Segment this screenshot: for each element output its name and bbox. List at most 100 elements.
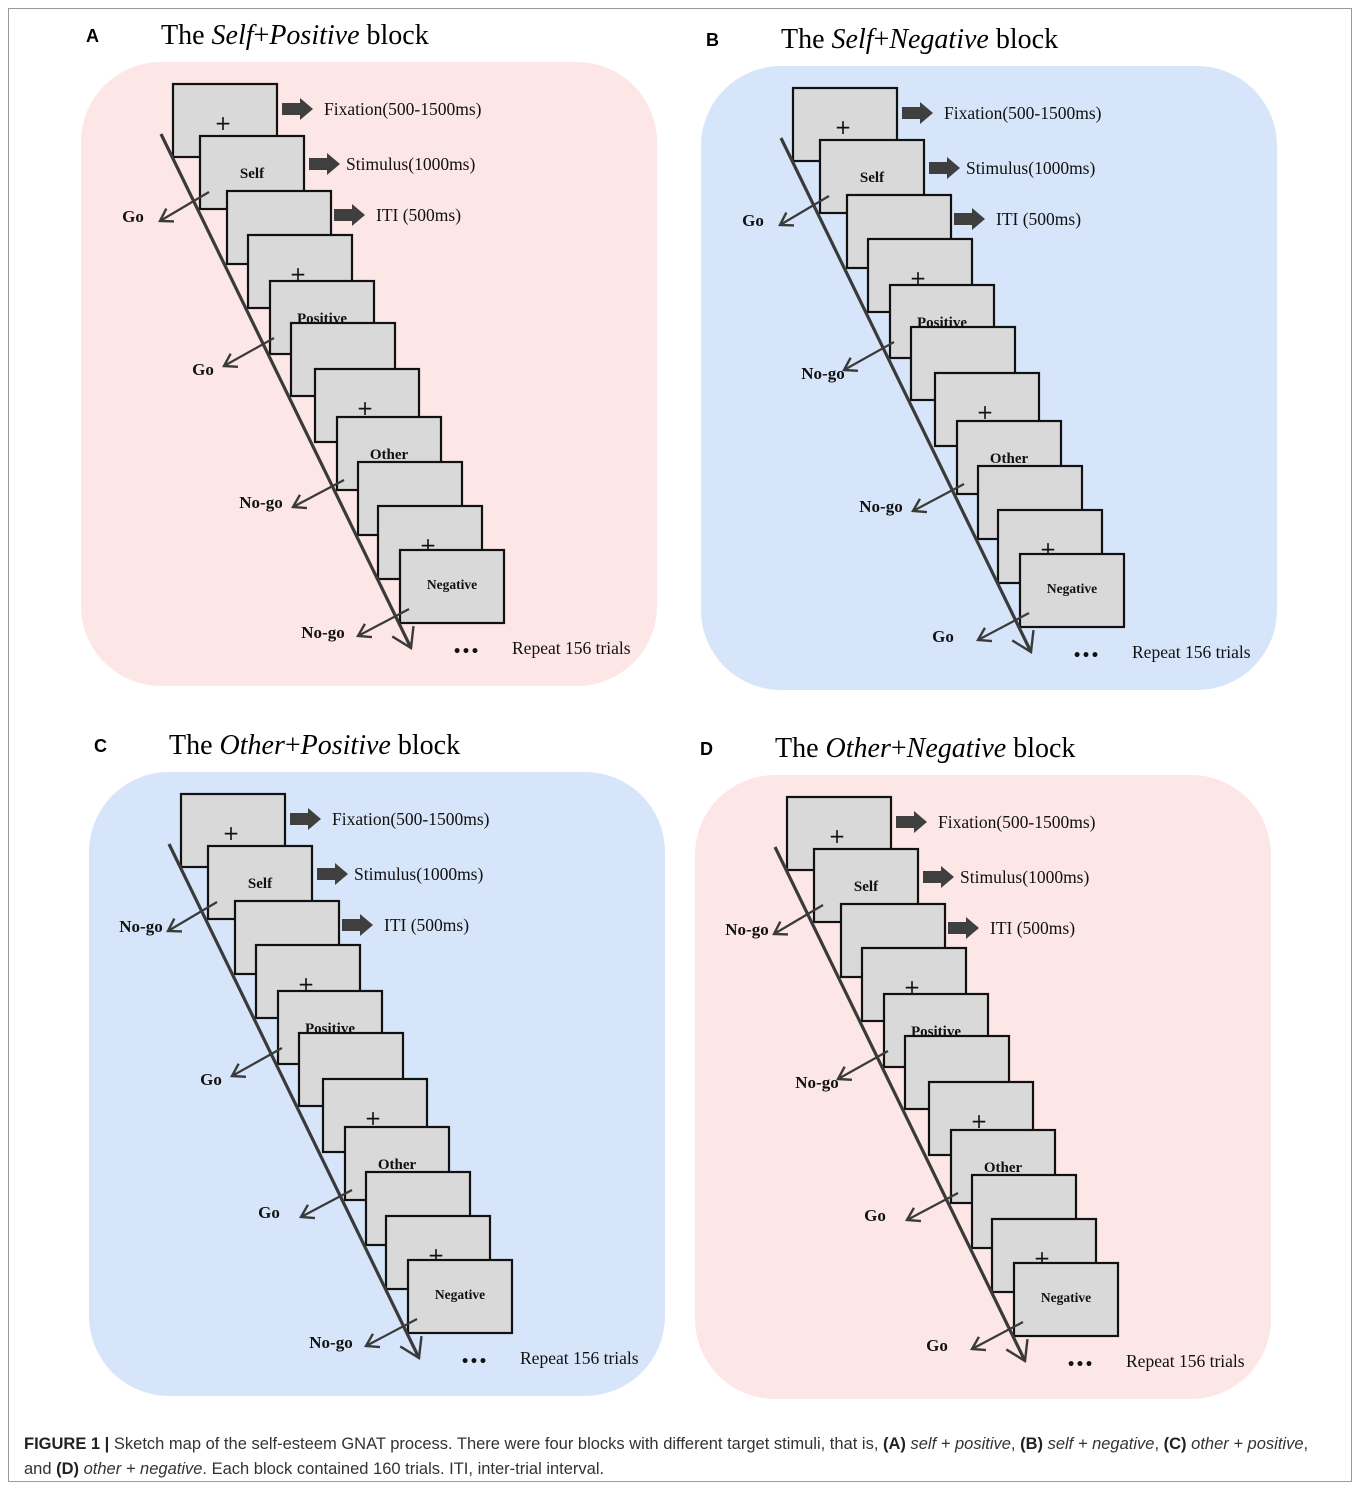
screen-symbol-fixation: + bbox=[357, 396, 374, 420]
repeat-trials-label: Repeat 156 trials bbox=[1126, 1351, 1245, 1371]
screen-negative: Negative bbox=[1012, 1261, 1120, 1338]
response-label: No-go bbox=[801, 364, 844, 383]
caption-ref-a: (A) bbox=[882, 1435, 906, 1453]
title-word2: Positive bbox=[300, 730, 391, 761]
response-arrowhead bbox=[772, 920, 789, 936]
legend-label-iti: ITI (500ms) bbox=[376, 205, 461, 225]
legend-arrow-iti bbox=[948, 917, 979, 939]
timeline-arrow bbox=[779, 137, 1033, 653]
timeline-arrow bbox=[159, 133, 413, 649]
response-label: Go bbox=[258, 1203, 280, 1222]
response-arrowhead bbox=[158, 207, 175, 223]
legend-arrow-iti bbox=[334, 204, 365, 226]
title-plus: + bbox=[873, 24, 890, 55]
response-arrow bbox=[292, 479, 345, 508]
response-arrow bbox=[365, 1318, 418, 1347]
panel-letter: C bbox=[94, 736, 107, 756]
ellipsis: ••• bbox=[1073, 648, 1100, 664]
repeat-trials-label: Repeat 156 trials bbox=[512, 638, 631, 658]
legend-arrow-stimulus bbox=[929, 157, 960, 179]
legend-arrow-stimulus bbox=[923, 866, 954, 888]
title-suffix: block bbox=[359, 20, 429, 51]
response-label: Go bbox=[932, 627, 954, 646]
ellipsis: ••• bbox=[461, 1354, 488, 1370]
legend-arrow-fixation bbox=[290, 808, 321, 830]
legend-label-stimulus: Stimulus(1000ms) bbox=[966, 158, 1095, 178]
response-arrowhead bbox=[905, 1207, 922, 1223]
legend-arrow-fixation bbox=[282, 98, 313, 120]
title-word1: Other bbox=[219, 730, 285, 761]
response-arrow bbox=[977, 612, 1030, 641]
response-arrowhead bbox=[778, 211, 795, 227]
figure-caption: FIGURE 1 | Sketch map of the self-esteem… bbox=[24, 1432, 1336, 1482]
screen-symbol-self: Self bbox=[240, 166, 265, 182]
panel-title: The Self+Positive block bbox=[161, 20, 429, 52]
response-label: Go bbox=[192, 360, 214, 379]
legend-label-stimulus: Stimulus(1000ms) bbox=[354, 864, 483, 884]
response-label: Go bbox=[200, 1070, 222, 1089]
response-arrow bbox=[837, 1050, 889, 1080]
screen-negative: Negative bbox=[406, 1258, 514, 1335]
caption-sep: , bbox=[1154, 1435, 1164, 1453]
response-arrowhead bbox=[356, 623, 373, 639]
response-label: Go bbox=[742, 211, 764, 230]
response-arrowhead bbox=[230, 1063, 247, 1078]
screen-symbol-fixation: + bbox=[977, 400, 994, 424]
screen-symbol-fixation: + bbox=[835, 115, 852, 139]
title-prefix: The bbox=[781, 24, 832, 55]
title-prefix: The bbox=[169, 730, 220, 761]
response-label: No-go bbox=[795, 1073, 838, 1092]
legend-label-fixation: Fixation(500-1500ms) bbox=[938, 812, 1096, 832]
caption-b-text: self + negative bbox=[1047, 1435, 1155, 1453]
repeat-trials-label: Repeat 156 trials bbox=[520, 1348, 639, 1368]
response-arrow bbox=[912, 483, 965, 512]
legend-label-fixation: Fixation(500-1500ms) bbox=[332, 809, 490, 829]
title-plus: + bbox=[253, 20, 270, 51]
response-arrowhead bbox=[911, 498, 928, 514]
title-suffix: block bbox=[1006, 733, 1076, 764]
title-plus: + bbox=[284, 730, 301, 761]
screen-symbol-fixation: + bbox=[829, 824, 846, 848]
timeline-arrowhead bbox=[1011, 630, 1035, 655]
title-prefix: The bbox=[775, 733, 826, 764]
response-arrowhead bbox=[299, 1204, 316, 1220]
response-arrow bbox=[223, 337, 275, 367]
response-arrowhead bbox=[166, 917, 183, 933]
screen-symbol-negative: Negative bbox=[1041, 1290, 1091, 1305]
response-arrow bbox=[971, 1321, 1024, 1350]
screen-symbol-self: Self bbox=[854, 879, 879, 895]
response-arrowhead bbox=[222, 353, 239, 368]
panel-letter: D bbox=[700, 739, 713, 759]
caption-label: FIGURE 1 | bbox=[24, 1435, 110, 1453]
response-arrow bbox=[167, 901, 218, 932]
timeline-arrow bbox=[773, 846, 1027, 1362]
legend-label-stimulus: Stimulus(1000ms) bbox=[346, 154, 475, 174]
legend-label-stimulus: Stimulus(1000ms) bbox=[960, 867, 1089, 887]
legend-label-iti: ITI (500ms) bbox=[384, 915, 469, 935]
title-suffix: block bbox=[390, 730, 461, 761]
screen-symbol-other: Other bbox=[378, 1157, 417, 1173]
timeline-arrowhead bbox=[399, 1336, 423, 1361]
legend-label-iti: ITI (500ms) bbox=[990, 918, 1075, 938]
caption-a-text: self + positive bbox=[910, 1435, 1011, 1453]
panel-b: B The Self+Negative block + Self + Positive + O… bbox=[620, 4, 1300, 704]
title-prefix: The bbox=[161, 20, 212, 51]
response-arrowhead bbox=[976, 627, 993, 643]
screen-symbol-other: Other bbox=[984, 1160, 1023, 1176]
legend-arrow-stimulus bbox=[309, 153, 340, 175]
caption-text: Sketch map of the self-esteem GNAT proce… bbox=[109, 1435, 883, 1453]
response-arrow bbox=[773, 904, 824, 935]
response-arrowhead bbox=[970, 1336, 987, 1352]
title-word2: Positive bbox=[269, 20, 360, 51]
legend-arrow-stimulus bbox=[317, 863, 348, 885]
ellipsis: ••• bbox=[453, 644, 480, 660]
screen-symbol-self: Self bbox=[860, 170, 885, 186]
title-plus: + bbox=[890, 733, 907, 764]
screen-symbol-fixation: + bbox=[365, 1106, 382, 1130]
panel-c: C The Other+Positive block + Self + Positive +… bbox=[8, 710, 688, 1410]
panel-a: A The Self+Positive block + Self + Positive + O… bbox=[0, 0, 680, 700]
screen-symbol-fixation: + bbox=[223, 821, 240, 845]
title-word1: Self bbox=[831, 24, 874, 55]
caption-ref-c: (C) bbox=[1163, 1435, 1187, 1453]
screen-symbol-fixation: + bbox=[971, 1109, 988, 1133]
